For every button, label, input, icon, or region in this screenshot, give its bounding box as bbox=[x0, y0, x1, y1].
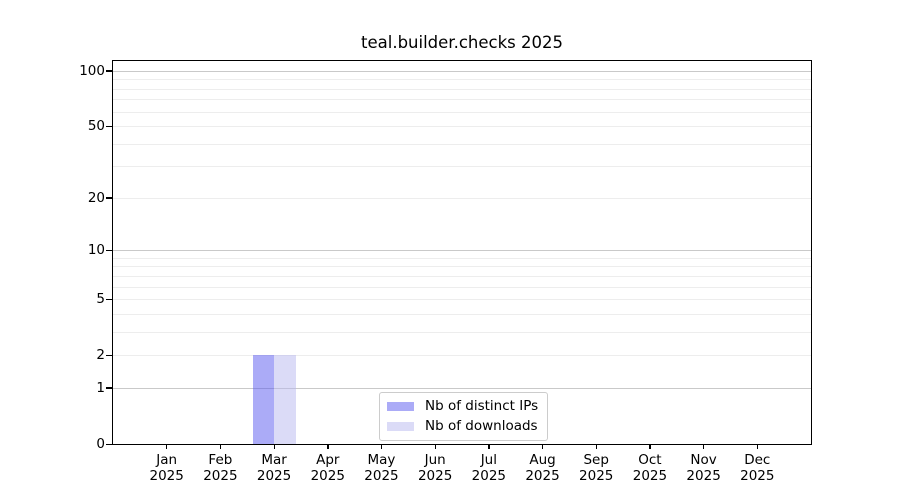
y-tick-label: 0 bbox=[96, 436, 105, 452]
y-tick-mark bbox=[106, 354, 112, 356]
x-tick-mark bbox=[273, 444, 275, 449]
y-gridline-minor bbox=[113, 111, 811, 113]
y-tick-label: 20 bbox=[87, 189, 105, 206]
x-tick-mark bbox=[166, 444, 168, 449]
y-gridline-minor bbox=[113, 331, 811, 333]
legend-item-distinct-ips: Nb of distinct IPs bbox=[387, 398, 538, 414]
legend-label-downloads: Nb of downloads bbox=[425, 418, 538, 434]
y-gridline-minor bbox=[113, 166, 811, 168]
y-tick-mark bbox=[106, 387, 112, 389]
y-tick-label: 5 bbox=[96, 291, 105, 308]
x-tick-mark bbox=[219, 444, 222, 449]
y-gridline-minor bbox=[113, 79, 811, 81]
legend: Nb of distinct IPs Nb of downloads bbox=[379, 392, 549, 441]
bar-downloads-mar bbox=[274, 355, 296, 444]
y-gridline-minor bbox=[113, 88, 811, 90]
x-tick-mark bbox=[649, 444, 651, 449]
x-tick-label: Mar 2025 bbox=[256, 452, 292, 485]
y-tick-mark bbox=[106, 70, 112, 72]
x-tick-label: Jan 2025 bbox=[149, 452, 184, 485]
x-tick-mark bbox=[756, 444, 759, 449]
x-tick-label: Jun 2025 bbox=[417, 452, 453, 485]
y-gridline-major bbox=[113, 70, 811, 72]
y-tick-label: 100 bbox=[79, 62, 105, 79]
x-tick-label: Oct 2025 bbox=[632, 452, 668, 485]
legend-swatch-downloads bbox=[387, 421, 414, 431]
x-tick-label: Dec 2025 bbox=[740, 452, 775, 485]
legend-label-distinct-ips: Nb of distinct IPs bbox=[425, 398, 539, 414]
y-tick-mark bbox=[106, 125, 112, 127]
y-gridline-minor bbox=[113, 257, 811, 259]
y-gridline-minor bbox=[113, 99, 811, 101]
y-tick-mark bbox=[106, 197, 112, 199]
x-tick-mark bbox=[703, 444, 705, 449]
y-gridline-minor bbox=[113, 286, 811, 288]
x-tick-label: Nov 2025 bbox=[686, 452, 721, 485]
y-tick-label: 1 bbox=[96, 379, 105, 396]
y-tick-mark bbox=[106, 443, 112, 445]
y-tick-label: 2 bbox=[96, 347, 105, 364]
y-gridline-minor bbox=[113, 275, 811, 277]
plot-area: Nb of distinct IPs Nb of downloads 0 1 2 5 1… bbox=[79, 60, 812, 484]
y-tick-mark bbox=[106, 298, 112, 300]
y-tick-mark bbox=[106, 249, 112, 251]
y-gridline-major bbox=[113, 387, 811, 389]
y-gridline-minor bbox=[113, 266, 811, 268]
x-tick-label: May 2025 bbox=[364, 452, 399, 485]
y-tick-label: 50 bbox=[87, 118, 105, 135]
y-gridline-minor bbox=[113, 313, 811, 315]
y-gridline-minor bbox=[113, 299, 811, 301]
x-tick-mark bbox=[380, 444, 383, 449]
x-tick-label: Apr 2025 bbox=[310, 452, 345, 485]
bar-distinct-ips-mar bbox=[252, 355, 275, 444]
x-tick-mark bbox=[327, 444, 329, 449]
legend-item-downloads: Nb of downloads bbox=[387, 418, 538, 434]
y-gridline-minor bbox=[113, 126, 811, 128]
x-tick-label: Jul 2025 bbox=[471, 452, 507, 485]
x-tick-label: Aug 2025 bbox=[525, 452, 560, 485]
x-tick-mark bbox=[488, 444, 490, 449]
y-gridline-minor bbox=[113, 355, 811, 357]
x-tick-mark bbox=[595, 444, 598, 449]
x-tick-label: Sep 2025 bbox=[579, 452, 614, 485]
y-gridline-major bbox=[113, 250, 811, 252]
x-tick-label: Feb 2025 bbox=[203, 452, 238, 485]
y-tick-label: 10 bbox=[87, 242, 105, 259]
x-tick-mark bbox=[542, 444, 544, 449]
y-gridline-minor bbox=[113, 143, 811, 145]
chart-title: teal.builder.checks 2025 bbox=[361, 33, 563, 52]
x-tick-mark bbox=[434, 444, 436, 449]
legend-swatch-distinct-ips bbox=[387, 401, 414, 411]
y-gridline-minor bbox=[113, 197, 811, 199]
